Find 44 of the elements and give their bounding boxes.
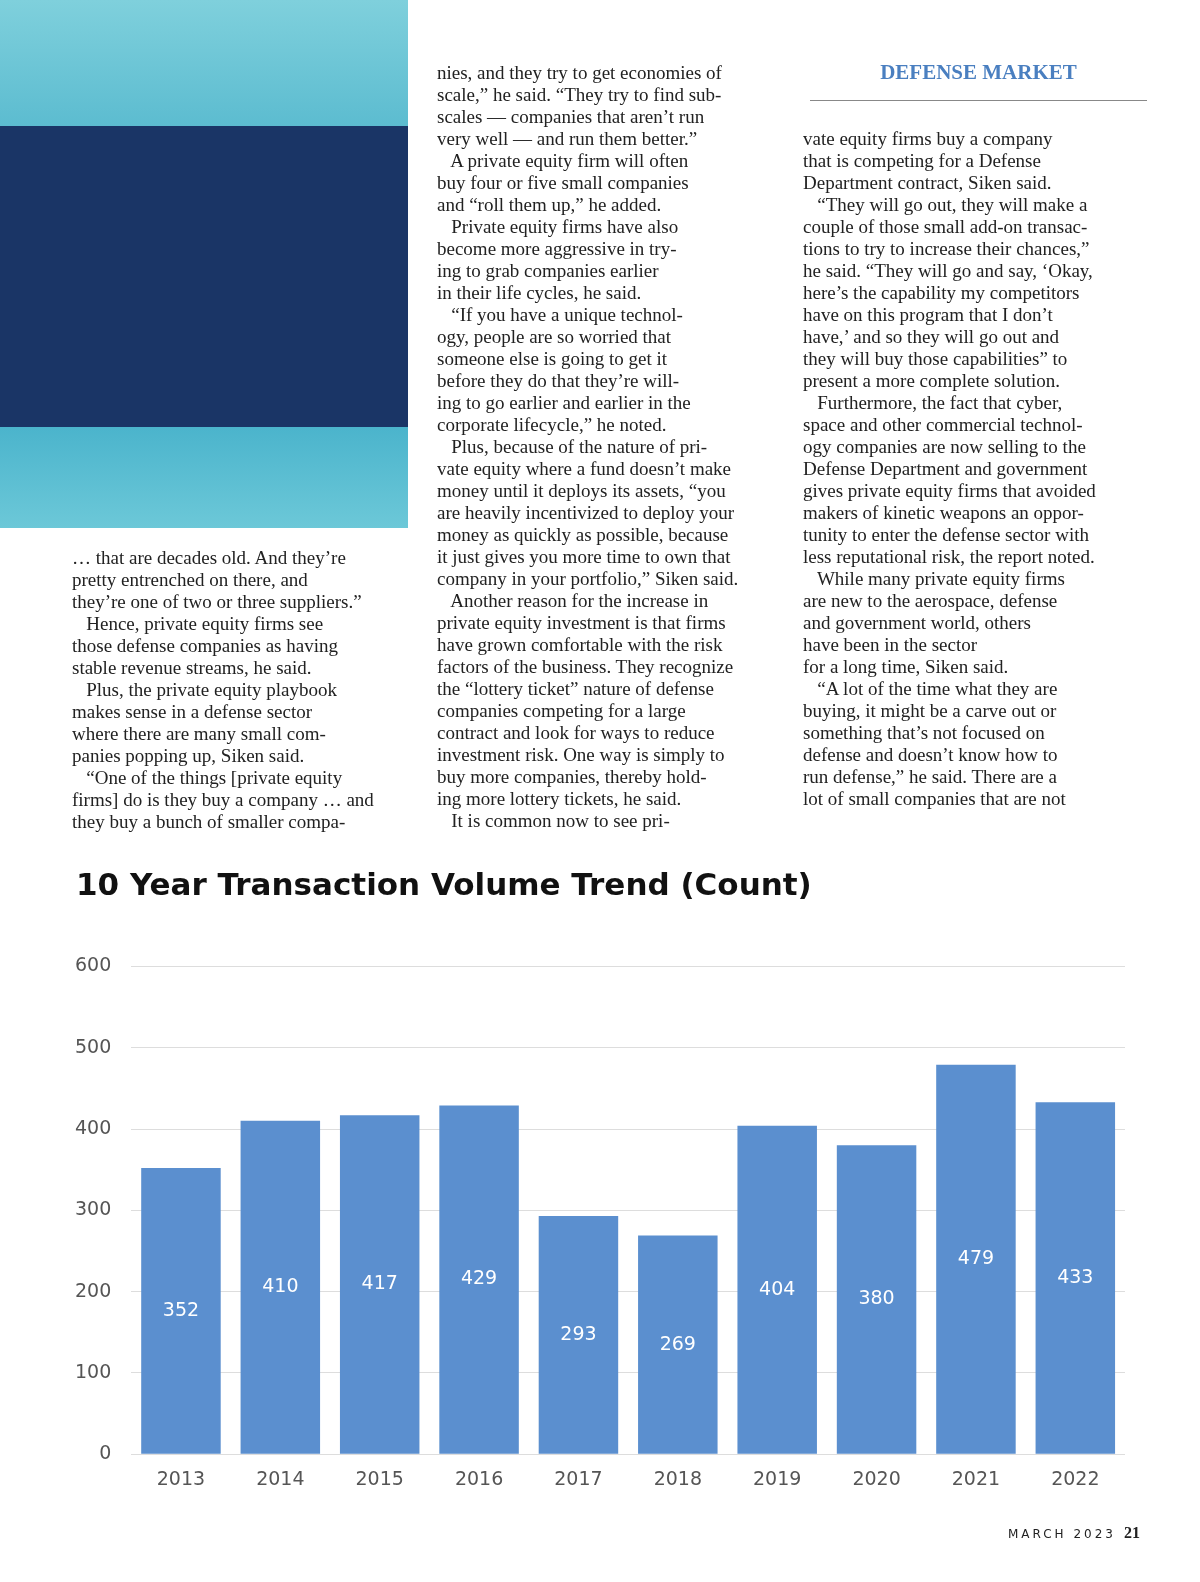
bar [439,1105,519,1454]
data-label: 404 [759,1276,796,1299]
data-label: 417 [361,1271,398,1294]
data-label: 380 [858,1286,895,1309]
bar [339,1115,420,1454]
bar [936,1064,1016,1454]
y-tick-label: 200 [75,1278,112,1301]
x-tick-label: 2021 [951,1466,1001,1489]
data-label: 293 [560,1321,597,1344]
x-tick-label: 2014 [256,1466,305,1489]
y-tick-label: 600 [75,953,112,976]
text: DEFENSE MARKET [879,60,1078,85]
y-tick-label: 500 [75,1034,112,1057]
bar [240,1120,321,1454]
data-label: 479 [957,1246,995,1269]
data-label: 352 [162,1297,200,1320]
text: … that are decades old. And they’re pretty entrenched on there, and they’re one of two or three suppliers.” Hence, private equity firms see those defense companies as having stable revenue streams, he said. Plus, the private equity playbook makes sense in a defense sector where there are many small com- panies popping up, Siken said. “One of the things [private equity firms] do is they buy a company … and they buy a bunch of smaller compa- [72,547,374,832]
bar [141,1168,221,1454]
x-tick-label: 2015 [355,1466,404,1489]
bar [638,1235,718,1454]
data-label: 410 [262,1274,299,1297]
bar [737,1125,817,1454]
x-tick-label: 2013 [156,1466,206,1489]
x-tick-label: 2020 [852,1466,901,1489]
text: 21 [1124,1524,1140,1541]
bar [836,1145,917,1454]
x-tick-label: 2022 [1051,1466,1100,1489]
text: nies, and they try to get economies of scale,” he said. “They try to find sub- scales — companies that aren’t run very well — and run them better.” A private equity firm will often buy four or five small companies and “roll them up,” he added. Private equity firms have also become more aggressive in try- ing to grab companies earlier in their life cycles, he said. “If you have a unique technol- ogy, people are so worried that someone else is going to get it before they do that they’re will- ing to go earlier and earlier in the corporate lifecycle,” he noted. Plus, because of the nature of pri- vate equity where a fund doesn’t make money until it deploys its assets, “you are heavily incentivized to deploy your money as quickly as possible, because it just gives you more time to own that company in your portfolio,” Siken said. Another reason for the increase in private equity investment is that firms have grown comfortable with the risk factors of the business. They recognize the “lottery ticket” nature of defense companies competing for a large contract and look for ways to reduce investment risk. One way is simply to buy more companies, thereby hold- ing more lottery tickets, he said. It is common now to see pri- [437,62,739,831]
x-tick-label: 2016 [454,1466,504,1489]
y-tick-label: 400 [75,1115,112,1138]
y-tick-label: 300 [75,1197,112,1220]
x-tick-label: 2017 [554,1466,603,1489]
data-label: 433 [1057,1264,1094,1287]
x-tick-label: 2019 [753,1466,802,1489]
y-tick-label: 100 [75,1359,112,1382]
y-tick-label: 0 [99,1441,112,1464]
bar [538,1215,619,1454]
data-label: 429 [460,1266,498,1289]
x-tick-label: 2018 [653,1466,702,1489]
text: vate equity firms buy a company that is competing for a Defense Department contract, Siken said. “They will go out, they will make a couple of those small add-on transac- tions to try to increase their chances,” he said. “They will go and say, ‘Okay, here’s the capability my competitors have on this program that I don’t have,’ and so they will go out and they will buy those capabilities” to present a more complete solution. Furthermore, the fact that cyber, space and other commercial technol- ogy companies are now selling to the Defense Department and government gives private equity firms that avoided makers of kinetic weapons an oppor- tunity to enter the defense sector with less reputational risk, the report noted. While many private equity firms are new to the aerospace, defense and government world, others have been in the sector for a long time, Siken said. “A lot of the time what they are buying, it might be a carve out or something that’s not focused on defense and doesn’t know how to run defense,” he said. There are a lot of small companies that are not [803,128,1096,809]
bar [1035,1102,1116,1454]
text: MARCH 2023 [1007,1527,1116,1541]
chart-title: 10 Year Transaction Volume Trend (Count) [76,866,812,902]
data-label: 269 [659,1331,696,1354]
